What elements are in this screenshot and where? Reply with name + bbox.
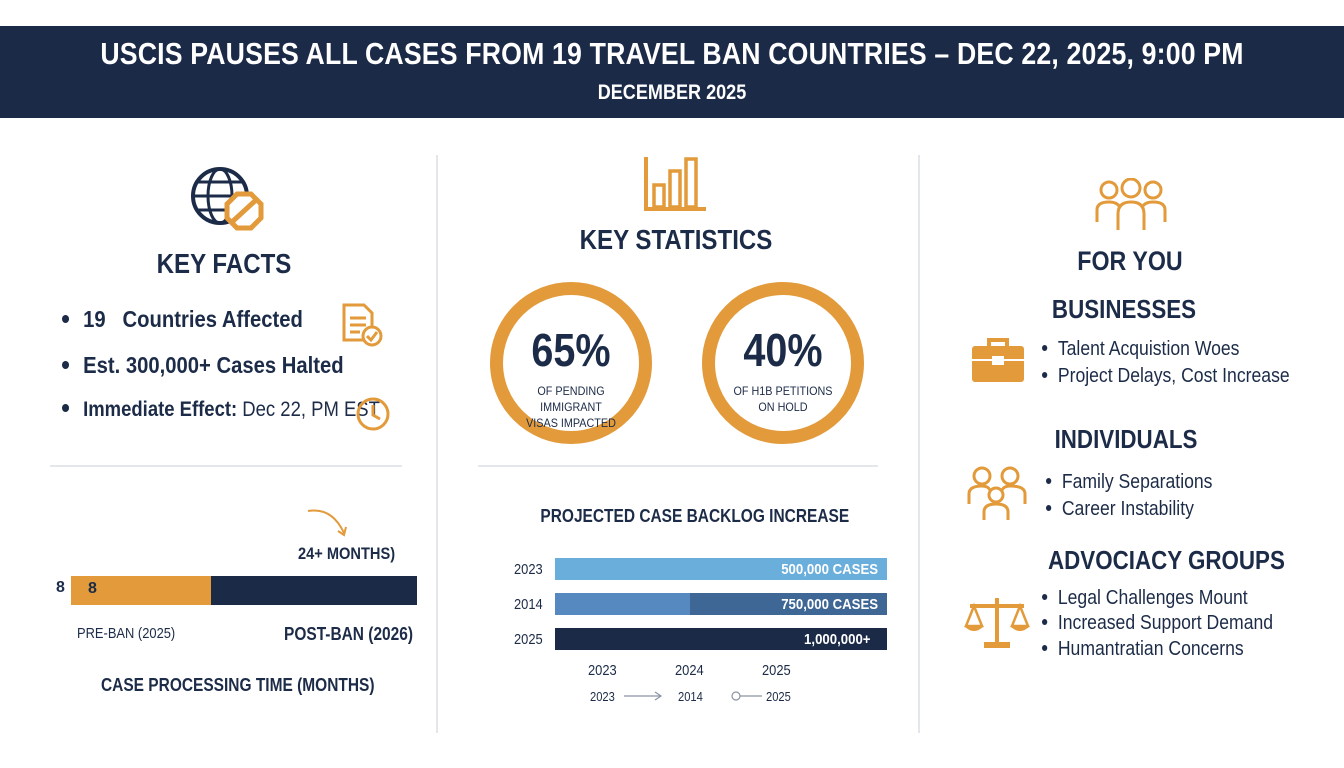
backlog-bar-label: 750,000 CASES: [781, 596, 878, 613]
backlog-bar: [555, 593, 690, 615]
processing-post-label: POST-BAN (2026): [284, 624, 414, 644]
list-item: Increased Support Demand: [1042, 612, 1273, 635]
column-divider: [918, 155, 920, 733]
header-banner: USCIS PAUSES ALL CASES FROM 19 TRAVEL BA…: [0, 26, 1344, 118]
key-facts-heading: KEY FACTS: [156, 248, 292, 279]
key-statistics-heading: KEY STATISTICS: [579, 224, 773, 255]
processing-bar-pre: [71, 576, 211, 605]
page-subtitle: DECEMBER 2025: [597, 81, 747, 104]
timeline-label: 2025: [766, 689, 791, 704]
fact-countries: 19 Countries Affected: [62, 306, 303, 333]
fact-countries-number: 19: [83, 306, 106, 332]
backlog-year-label: 2025: [514, 631, 543, 648]
backlog-bar-label: 1,000,000+: [803, 631, 870, 648]
processing-bar-post: [211, 576, 417, 605]
stat-ring-h1b-petitions: 40% OF H1B PETITIONS ON HOLD: [702, 282, 864, 444]
list-item: Family Separations: [1046, 471, 1212, 494]
backlog-axis-tick: 2024: [675, 662, 704, 679]
backlog-chart-title: PROJECTED CASE BACKLOG INCREASE: [540, 506, 850, 526]
family-icon: [967, 466, 1027, 520]
group-individuals-heading: INDIVIDUALS: [1054, 424, 1198, 454]
list-item: Talent Acquistion Woes: [1042, 338, 1239, 361]
list-item: Career Instability: [1046, 498, 1194, 521]
clock-icon: [356, 397, 390, 431]
fact-cases-halted: Est. 300,000+ Cases Halted: [62, 352, 344, 379]
backlog-bar-label: 500,000 CASES: [781, 561, 878, 578]
bullet: [62, 360, 70, 369]
processing-caption: CASE PROCESSING TIME (MONTHS): [101, 675, 375, 695]
backlog-axis-tick: 2023: [588, 662, 617, 679]
bullet: [62, 314, 70, 323]
group-advocacy-heading: ADVOCIACY GROUPS: [1048, 545, 1285, 575]
processing-annotation: 24+ MONTHS): [298, 544, 396, 563]
scales-icon: [964, 598, 1030, 648]
stat-value: 40%: [743, 324, 823, 376]
timeline-marker-icon: [731, 691, 762, 701]
list-item: Humantratian Concerns: [1042, 638, 1244, 661]
timeline-label: 2023: [590, 689, 615, 704]
people-group-icon: [1095, 178, 1167, 230]
fact-cases-halted-text: Est. 300,000+ Cases Halted: [83, 352, 344, 378]
stat-value: 65%: [531, 324, 611, 376]
briefcase-icon: [972, 338, 1024, 382]
stat-ring-immigrant-visas: 65% OF PENDING IMMIGRANT VISAS IMPACTED: [490, 282, 652, 444]
column-divider: [436, 155, 438, 733]
backlog-year-label: 2014: [514, 596, 543, 613]
bullet: [62, 404, 70, 413]
section-divider: [478, 465, 878, 467]
fact-countries-text: Countries Affected: [122, 306, 303, 332]
globe-ban-icon: [191, 167, 264, 231]
backlog-axis-tick: 2025: [762, 662, 791, 679]
stat-description: OF H1B PETITIONS ON HOLD: [733, 384, 833, 414]
processing-bar-pre-value: 8: [88, 580, 97, 597]
fact-immediate-effect: Immediate Effect: Dec 22, PM EST: [62, 398, 380, 422]
fact-effect-value: Dec 22, PM EST: [242, 398, 380, 421]
bar-chart-icon: [644, 157, 706, 211]
timeline-arrow-icon: [624, 691, 663, 701]
fact-effect-label: Immediate Effect:: [83, 398, 238, 421]
arrow-icon: [307, 509, 347, 537]
group-businesses-heading: BUSINESSES: [1051, 294, 1197, 324]
page-title: USCIS PAUSES ALL CASES FROM 19 TRAVEL BA…: [100, 36, 1244, 71]
timeline-label: 2014: [678, 689, 703, 704]
list-item: Project Delays, Cost Increase: [1042, 365, 1290, 388]
list-item: Legal Challenges Mount: [1042, 587, 1248, 610]
backlog-bar: [690, 593, 887, 615]
backlog-bar: [555, 628, 887, 650]
processing-pre-label: PRE-BAN (2025): [77, 625, 176, 642]
backlog-bar: [555, 558, 887, 580]
processing-left-tick: 8: [56, 579, 65, 596]
backlog-year-label: 2023: [514, 561, 543, 578]
stat-description: OF PENDING IMMIGRANT VISAS IMPACTED: [526, 384, 616, 430]
section-divider: [50, 465, 402, 467]
document-check-icon: [342, 303, 383, 347]
for-you-heading: FOR YOU: [1077, 246, 1183, 276]
